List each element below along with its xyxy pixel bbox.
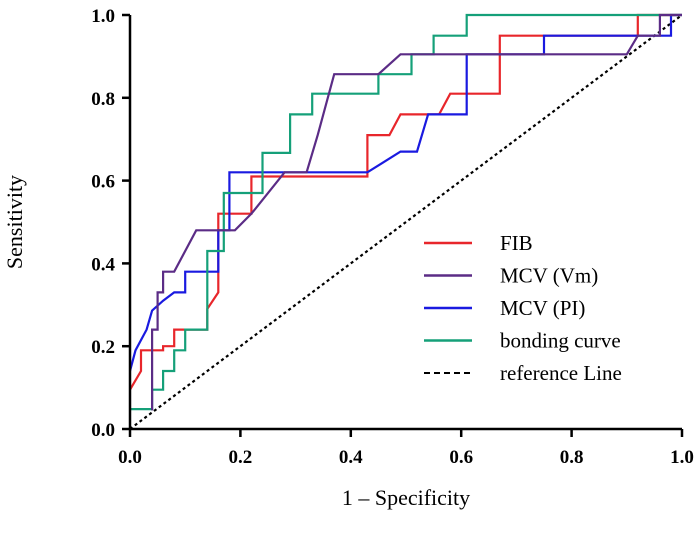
series-line-mcv-pi (128, 13, 682, 372)
x-tick-label: 0.4 (339, 447, 363, 468)
x-axis-title: 1 – Specificity (342, 485, 470, 510)
x-tick-label: 1.0 (670, 447, 694, 468)
x-axis-ticks: 0.0 0.2 0.4 0.6 0.8 1.0 (118, 429, 694, 468)
x-tick-label: 0.2 (229, 447, 253, 468)
y-tick-label: 1.0 (91, 6, 115, 27)
y-tick-label: 0.4 (91, 254, 115, 275)
legend-label-mcv-vm: MCV (Vm) (500, 264, 598, 288)
series-line-reference-line (129, 14, 683, 430)
y-axis-ticks: 0.0 0.2 0.4 0.6 0.8 1.0 (91, 6, 130, 441)
series-line-mcv-vm (151, 13, 682, 411)
y-tick-label: 0.6 (91, 172, 115, 193)
y-tick-label: 0.2 (91, 337, 115, 358)
legend-label-fib: FIB (500, 231, 533, 255)
plot-area (128, 13, 683, 430)
y-axis-title: Sensitivity (2, 175, 27, 269)
x-tick-label: 0.8 (560, 447, 584, 468)
legend-label-bonding-curve: bonding curve (500, 329, 621, 353)
x-tick-label: 0.0 (118, 447, 142, 468)
legend-label-mcv-pi: MCV (PI) (500, 296, 585, 320)
x-tick-label: 0.6 (449, 447, 473, 468)
legend: FIB MCV (Vm) MCV (PI) bonding curve referenc… (424, 231, 622, 385)
y-tick-label: 0.0 (91, 420, 115, 441)
series-line-fib (129, 13, 682, 391)
y-tick-label: 0.8 (91, 89, 115, 110)
legend-label-reference-line: reference Line (500, 361, 622, 385)
